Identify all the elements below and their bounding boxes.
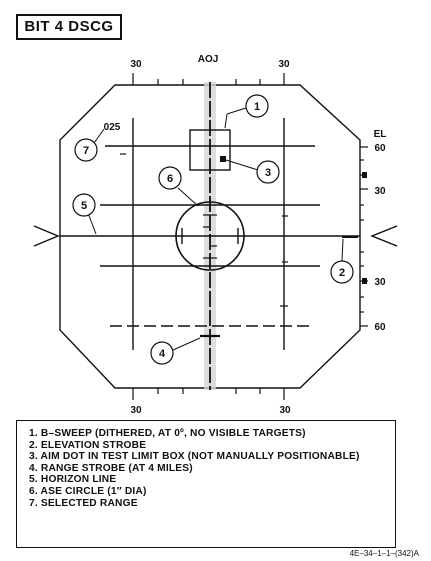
top-left-azimuth-label: 30 <box>130 59 142 70</box>
legend-item-7: 7. SELECTED RANGE <box>29 497 138 509</box>
bottom-azimuth-ticks <box>132 388 285 400</box>
callout-4-number: 4 <box>159 348 166 360</box>
el-label: EL <box>374 129 387 140</box>
aim-dot <box>220 156 226 162</box>
el-scale-label-bottom-30: 30 <box>374 277 386 288</box>
callout-1-number: 1 <box>254 101 260 113</box>
top-right-azimuth-label: 30 <box>278 59 290 70</box>
right-horizon-chevron <box>370 225 398 247</box>
callout-4: 4 <box>150 337 201 365</box>
legend-item-4: 4. RANGE STROBE (AT 4 MILES) <box>29 462 193 474</box>
figure-title: BIT 4 DSCG <box>16 14 122 40</box>
legend-item-2: 2. ELEVATION STROBE <box>29 439 147 451</box>
callout-7-number: 7 <box>83 145 89 157</box>
el-scale-label-top-60: 60 <box>374 143 386 154</box>
callout-6: 6 <box>158 166 199 207</box>
callout-5: 5 <box>72 193 97 235</box>
callout-6-number: 6 <box>167 173 173 185</box>
scope-outline <box>59 84 361 389</box>
callout-2-number: 2 <box>339 267 345 279</box>
selected-range-value: 025 <box>104 122 121 133</box>
aoj-label: AOJ <box>198 54 219 65</box>
callout-3: 3 <box>225 159 280 184</box>
top-azimuth-ticks <box>132 73 285 85</box>
legend-item-1: 1. B–SWEEP (DITHERED, AT 0º, NO VISIBLE … <box>29 428 306 439</box>
callout-2: 2 <box>330 238 354 284</box>
el-scale-label-bottom-60: 60 <box>374 322 386 333</box>
legend-box: 1. B–SWEEP (DITHERED, AT 0º, NO VISIBLE … <box>16 420 396 548</box>
dscg-scope-diagram: AOJ 30 30 30 30 EL 60 30 30 60 025 1 2 3… <box>33 54 398 416</box>
test-limit-box <box>189 129 231 171</box>
elevation-marker-upper <box>362 172 367 178</box>
bottom-left-azimuth-label: 30 <box>130 405 142 416</box>
bottom-right-azimuth-label: 30 <box>279 405 291 416</box>
callout-3-number: 3 <box>265 167 271 179</box>
el-scale-label-top-30: 30 <box>374 186 386 197</box>
callout-1: 1 <box>224 94 269 129</box>
callout-5-number: 5 <box>81 200 87 212</box>
elevation-marker-lower <box>362 278 367 284</box>
grid-lines <box>100 118 320 350</box>
legend-item-6: 6. ASE CIRCLE (1″ DIA) <box>29 485 147 497</box>
figure-id: 4E–34–1–1–(342)A <box>349 549 419 558</box>
ase-inner-marks <box>203 214 217 259</box>
callout-7: 7 <box>74 128 105 162</box>
ase-circle <box>175 201 245 271</box>
legend-item-3: 3. AIM DOT IN TEST LIMIT BOX (NOT MANUAL… <box>29 451 360 463</box>
left-horizon-chevron <box>33 225 60 247</box>
legend-item-5: 5. HORIZON LINE <box>29 474 117 486</box>
grid-small-marks <box>120 153 288 307</box>
